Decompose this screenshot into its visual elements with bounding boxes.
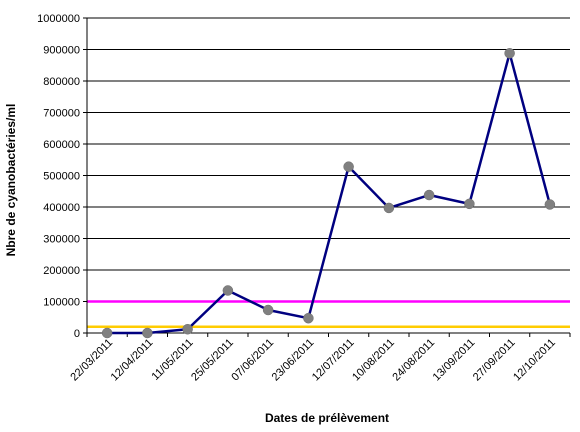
x-tick-label: 12/07/2011	[310, 337, 357, 384]
x-tick-label: 22/03/2011	[68, 337, 115, 384]
y-tick-label: 800000	[43, 76, 80, 88]
y-tick-label: 300000	[43, 234, 80, 246]
y-tick-label: 1000000	[37, 13, 80, 25]
y-axis-title: Nbre de cyanobactéries/ml	[4, 104, 18, 257]
data-point	[423, 189, 435, 201]
y-tick-label: 600000	[43, 139, 80, 151]
reference-lines	[87, 300, 570, 328]
y-tick-label: 200000	[43, 265, 80, 277]
data-series	[101, 48, 556, 339]
gridlines	[87, 17, 570, 302]
y-tick-labels: 0 100000 200000 300000 400000 500000 600000 700…	[37, 13, 80, 340]
x-axis-title: Dates de prélèvement	[265, 411, 389, 425]
x-tick-label: 24/08/2011	[390, 337, 437, 384]
data-point	[504, 48, 515, 59]
x-tick-label: 10/08/2011	[350, 337, 397, 384]
x-tick-label: 12/04/2011	[109, 337, 156, 384]
data-point	[383, 202, 395, 214]
data-point	[222, 285, 234, 296]
data-point	[182, 323, 193, 335]
y-tick-label: 500000	[43, 171, 80, 183]
y-tick-label: 100000	[43, 297, 80, 309]
data-point	[142, 327, 153, 339]
x-tick-labels: 22/03/201112/04/201111/05/201125/05/2011…	[68, 337, 558, 384]
data-point	[544, 199, 556, 210]
x-tick-label: 27/09/2011	[471, 337, 518, 384]
x-tick-label: 23/06/2011	[270, 337, 317, 384]
axes	[83, 17, 571, 337]
data-point	[101, 327, 113, 339]
series-line	[107, 52, 552, 335]
x-tick-label: 13/09/2011	[431, 337, 478, 384]
x-tick-label: 07/06/2011	[229, 337, 276, 384]
y-tick-label: 900000	[43, 45, 80, 57]
y-tick-label: 700000	[43, 108, 80, 120]
x-tick-label: 25/05/2011	[189, 337, 236, 384]
y-tick-label: 400000	[43, 202, 80, 214]
data-point	[343, 161, 354, 172]
data-point	[464, 198, 475, 210]
data-point	[303, 312, 314, 324]
x-tick-label: 12/10/2011	[511, 337, 558, 384]
data-point	[262, 304, 274, 316]
y-tick-label: 0	[74, 328, 80, 340]
